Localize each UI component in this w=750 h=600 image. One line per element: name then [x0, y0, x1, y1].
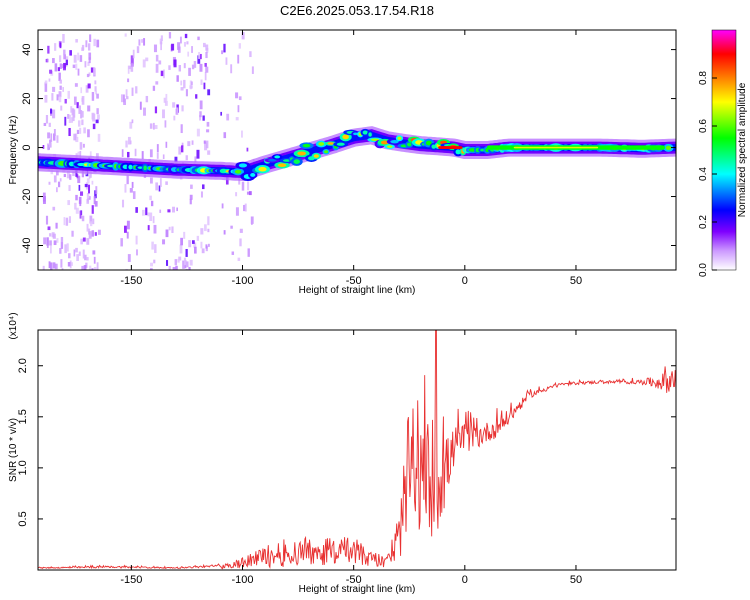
colorbar-gradient [711, 29, 737, 271]
x-tick-label: 50 [570, 275, 582, 287]
colorbar-tick-label: 0.6 [698, 119, 709, 133]
colorbar-tick-label: 0.0 [698, 263, 709, 277]
x-tick-label: 50 [570, 574, 582, 586]
spectrogram-plot-area [38, 32, 676, 270]
snr-frame [37, 329, 677, 571]
x-tick-label: -50 [346, 275, 362, 287]
stable-band-core [513, 146, 599, 149]
peak-blob-core [250, 173, 256, 177]
spectrogram-noise [42, 32, 255, 270]
peak-blob-core [277, 163, 287, 167]
peak-blob-core [238, 163, 248, 168]
peak-blob-core [302, 143, 311, 148]
peak-blob-core [137, 166, 143, 169]
peak-blob-core [407, 142, 412, 147]
ridge-peaks [38, 128, 674, 182]
peak-blob-core [143, 165, 147, 171]
x-tick-label: -150 [120, 574, 142, 586]
colorbar: 0.0 0.2 0.4 0.6 0.8 Normalized spectral ampl… [698, 29, 748, 277]
snr-panel: -150 -100 -50 0 50 0.5 1.0 1.5 2.0 Height of st… [8, 312, 677, 595]
y-tick-label: 1.0 [17, 460, 29, 475]
peak-blob-core [370, 138, 380, 142]
peak-blob-core [368, 132, 372, 137]
spectrogram-y-ticks: -40 -20 0 20 40 [21, 43, 676, 253]
colorbar-tick-label: 0.2 [698, 215, 709, 229]
peak-blob-core [336, 142, 345, 146]
peak-blob-core [313, 154, 319, 158]
peak-blob-core [274, 155, 281, 159]
snr-y-label: SNR (10 * v/v) [8, 418, 19, 482]
peak-blob-core [397, 136, 402, 140]
spectrogram-x-label: Height of straight line (km) [299, 285, 416, 296]
y-tick-label: 40 [21, 43, 33, 55]
peak-blob-core [297, 151, 307, 156]
peak-blob-core [324, 150, 329, 154]
x-tick-label: 0 [462, 275, 468, 287]
peak-blob-core [128, 164, 133, 170]
x-tick-label: -150 [120, 275, 142, 287]
colorbar-tick-label: 0.4 [698, 167, 709, 181]
x-tick-label: -50 [346, 574, 362, 586]
y-tick-label: 20 [21, 92, 33, 104]
peak-blob-core [425, 140, 432, 146]
x-tick-label: -100 [232, 574, 254, 586]
spectrogram-panel: -150 -100 -50 0 50 -40 -20 0 20 40 Height of str… [8, 29, 677, 296]
peak-blob-core [318, 142, 325, 146]
snr-y-ticks: 0.5 1.0 1.5 2.0 [17, 358, 676, 527]
snr-x-ticks: -150 -100 -50 0 50 [120, 330, 582, 586]
y-tick-label: 2.0 [17, 358, 29, 373]
peak-blob-core [258, 166, 267, 172]
peak-blob-core [234, 169, 242, 174]
y-tick-label: 1.5 [17, 409, 29, 424]
peak-blob-core [293, 159, 301, 164]
colorbar-label: Normalized spectral amplitude [737, 82, 748, 217]
snr-multiplier: (x10⁴) [8, 312, 19, 339]
peak-blob-core [386, 145, 393, 148]
snr-series-line [38, 330, 676, 570]
stable-band-peak [438, 146, 463, 150]
y-tick-label: -20 [21, 189, 33, 205]
y-tick-label: -40 [21, 238, 33, 254]
y-tick-label: 0.5 [17, 511, 29, 526]
peak-blob-core [362, 130, 368, 135]
peak-blob-core [268, 158, 277, 162]
y-tick-label: 0 [21, 144, 33, 150]
peak-blob-core [390, 139, 399, 144]
peak-blob-core [342, 134, 349, 140]
colorbar-ticks: 0.0 0.2 0.4 0.6 0.8 [698, 71, 717, 277]
snr-x-label: Height of straight line (km) [299, 584, 416, 595]
spectrogram-y-label: Frequency (Hz) [8, 116, 19, 185]
peak-blob-core [327, 142, 335, 145]
spectrogram-x-ticks: -150 -100 -50 0 50 [120, 30, 582, 287]
x-tick-label: -100 [232, 275, 254, 287]
x-tick-label: 0 [462, 574, 468, 586]
peak-blob-core [380, 140, 389, 145]
peak-blob-core [665, 145, 672, 151]
figure-title: C2E6.2025.053.17.54.R18 [280, 3, 434, 18]
spectrogram-frame [37, 29, 677, 271]
colorbar-tick-label: 0.8 [698, 71, 709, 85]
peak-blob-core [455, 149, 461, 155]
peak-blob-core [353, 132, 358, 136]
